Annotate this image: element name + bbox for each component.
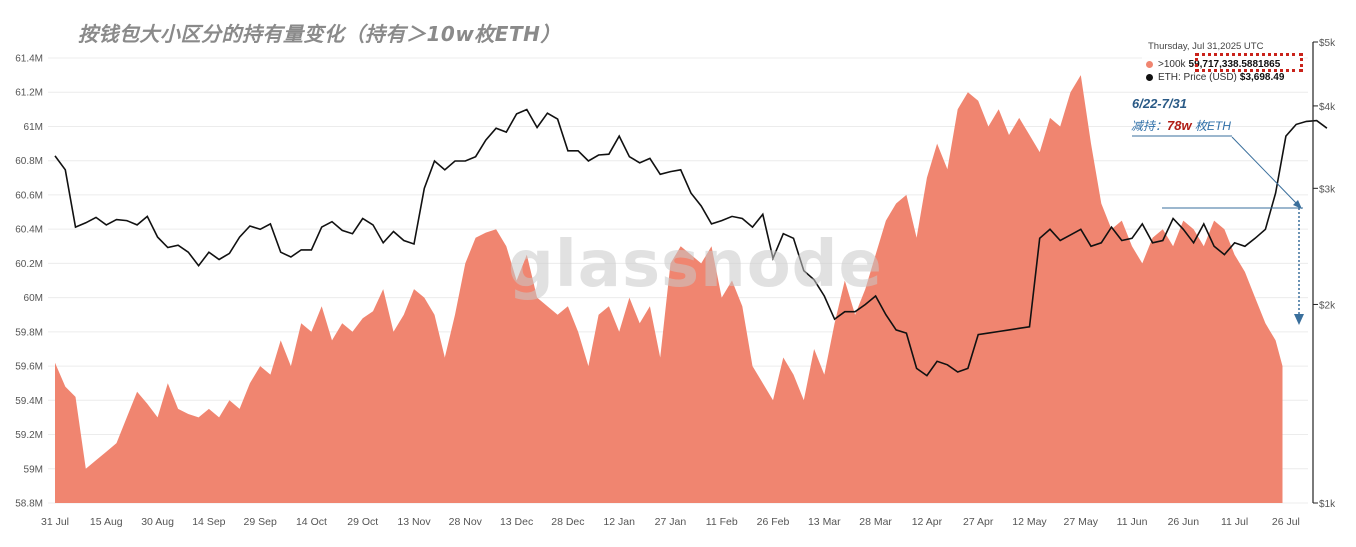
y-left-tick-label: 58.8M bbox=[15, 499, 43, 510]
tooltip-value-eth: $3,698.49 bbox=[1239, 72, 1285, 83]
y-left-tick-label: 60.2M bbox=[15, 259, 43, 270]
y-left-tick-label: 59.4M bbox=[15, 396, 43, 407]
y-axis-right: $1k $2k $3k $4k $5k bbox=[1312, 38, 1336, 510]
x-tick-label: 29 Oct bbox=[347, 516, 378, 528]
annotation-pointer-arrowhead bbox=[1293, 200, 1302, 209]
annotation-drop-arrowhead bbox=[1294, 314, 1304, 325]
y-left-tick-label: 59.2M bbox=[15, 430, 43, 441]
y-left-tick-label: 60.4M bbox=[15, 225, 43, 236]
annotation-prefix: 减持： bbox=[1131, 119, 1168, 133]
y-left-tick-label: 61M bbox=[24, 122, 43, 133]
x-tick-label: 31 Jul bbox=[41, 516, 69, 528]
x-tick-label: 27 Apr bbox=[963, 516, 994, 528]
y-left-tick-label: 59M bbox=[24, 464, 43, 475]
y-left-tick-label: 61.4M bbox=[15, 54, 43, 65]
y-left-tick-label: 61.2M bbox=[15, 88, 43, 99]
x-tick-label: 26 Jun bbox=[1168, 516, 1200, 528]
y-left-tick-label: 59.6M bbox=[15, 362, 43, 373]
x-tick-label: 26 Jul bbox=[1272, 516, 1300, 528]
tooltip-value-100k: 59,717,338.5881865 bbox=[1188, 59, 1281, 70]
x-tick-label: 15 Aug bbox=[90, 516, 123, 528]
y-right-tick-label: $2k bbox=[1319, 300, 1336, 311]
tooltip: Thursday, Jul 31,2025 UTC >100k 59,717,3… bbox=[1142, 38, 1304, 88]
x-tick-label: 29 Sep bbox=[244, 516, 277, 528]
annotation-amount: 78w bbox=[1167, 118, 1192, 133]
y-left-tick-label: 60.6M bbox=[15, 190, 43, 201]
x-tick-label: 27 May bbox=[1064, 516, 1099, 528]
x-tick-label: 14 Sep bbox=[192, 516, 225, 528]
annotation-lines bbox=[1132, 135, 1304, 325]
annotation-date-range: 6/22-7/31 bbox=[1132, 96, 1187, 111]
tooltip-label-100k: >100k bbox=[1158, 59, 1186, 70]
y-right-tick-label: $4k bbox=[1319, 102, 1336, 113]
x-tick-label: 11 Jul bbox=[1221, 516, 1248, 528]
series-line-eth-price bbox=[54, 108, 1328, 377]
x-tick-label: 28 Mar bbox=[859, 516, 892, 528]
x-tick-label: 13 Mar bbox=[808, 516, 841, 528]
y-right-tick-label: $1k bbox=[1319, 499, 1336, 510]
x-tick-label: 30 Aug bbox=[141, 516, 174, 528]
annotation-change: 减持：78w 枚ETH bbox=[1131, 117, 1231, 134]
x-tick-label: 14 Oct bbox=[296, 516, 327, 528]
x-tick-label: 27 Jan bbox=[655, 516, 687, 528]
tooltip-row-100k: >100k 59,717,338.5881865 bbox=[1146, 58, 1280, 71]
x-tick-label: 28 Nov bbox=[449, 516, 483, 528]
legend-dot-100k bbox=[1146, 61, 1153, 68]
watermark: glassnode bbox=[508, 228, 883, 302]
highlight-box bbox=[1195, 53, 1303, 72]
legend-dot-eth bbox=[1146, 74, 1153, 81]
x-tick-label: 12 Apr bbox=[912, 516, 943, 528]
x-tick-label: 28 Dec bbox=[551, 516, 584, 528]
x-tick-label: 26 Feb bbox=[757, 516, 790, 528]
x-tick-label: 13 Dec bbox=[500, 516, 533, 528]
x-tick-label: 12 Jan bbox=[603, 516, 635, 528]
y-left-tick-label: 60.8M bbox=[15, 156, 43, 167]
x-tick-label: 13 Nov bbox=[397, 516, 431, 528]
annotation-suffix: 枚ETH bbox=[1191, 119, 1231, 133]
tooltip-label-eth: ETH: Price (USD) bbox=[1158, 72, 1237, 83]
y-right-tick-label: $5k bbox=[1319, 38, 1336, 49]
tooltip-date: Thursday, Jul 31,2025 UTC bbox=[1148, 41, 1264, 52]
x-tick-label: 11 Jun bbox=[1117, 516, 1148, 528]
annotation-pointer-line bbox=[1231, 136, 1299, 206]
tooltip-row-eth: ETH: Price (USD) $3,698.49 bbox=[1146, 71, 1284, 84]
y-left-tick-label: 60M bbox=[24, 293, 43, 304]
x-tick-label: 11 Feb bbox=[706, 516, 738, 528]
series-area-100k bbox=[55, 75, 1283, 503]
y-right-tick-label: $3k bbox=[1319, 184, 1336, 195]
x-axis: 31 Jul 15 Aug 30 Aug 14 Sep 29 Sep 14 Oct 29 O… bbox=[41, 516, 1300, 528]
y-axis-left: 58.8M 59M 59.2M 59.4M 59.6M 59.8M 60M 60.2M 60.4… bbox=[15, 54, 43, 510]
chart-title: 按钱包大小区分的持有量变化（持有＞10w枚ETH） bbox=[78, 22, 561, 46]
y-left-tick-label: 59.8M bbox=[15, 327, 43, 338]
x-tick-label: 12 May bbox=[1012, 516, 1047, 528]
